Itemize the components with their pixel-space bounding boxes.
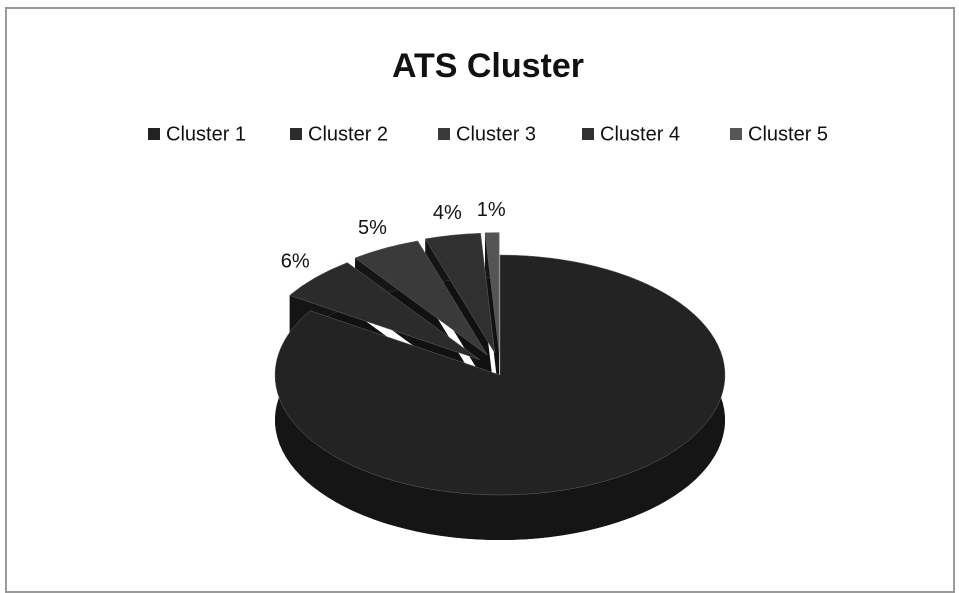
chart-title: ATS Cluster	[392, 47, 584, 85]
legend-swatch	[582, 128, 594, 140]
chart: ATS Cluster Cluster 1 Cluster 2 Cluster 3 C…	[0, 0, 959, 593]
legend-label: Cluster 2	[308, 123, 388, 145]
legend-swatch	[438, 128, 450, 140]
data-label: 5%	[358, 217, 387, 239]
legend-swatch	[730, 128, 742, 140]
data-label: 4%	[433, 202, 462, 224]
data-label: 1%	[477, 199, 506, 221]
data-label: 6%	[281, 251, 310, 273]
legend-label: Cluster 1	[166, 123, 246, 145]
legend-swatch	[290, 128, 302, 140]
legend-swatch	[148, 128, 160, 140]
legend-label: Cluster 4	[600, 123, 680, 145]
legend-label: Cluster 3	[456, 123, 536, 145]
legend-label: Cluster 5	[748, 123, 828, 145]
